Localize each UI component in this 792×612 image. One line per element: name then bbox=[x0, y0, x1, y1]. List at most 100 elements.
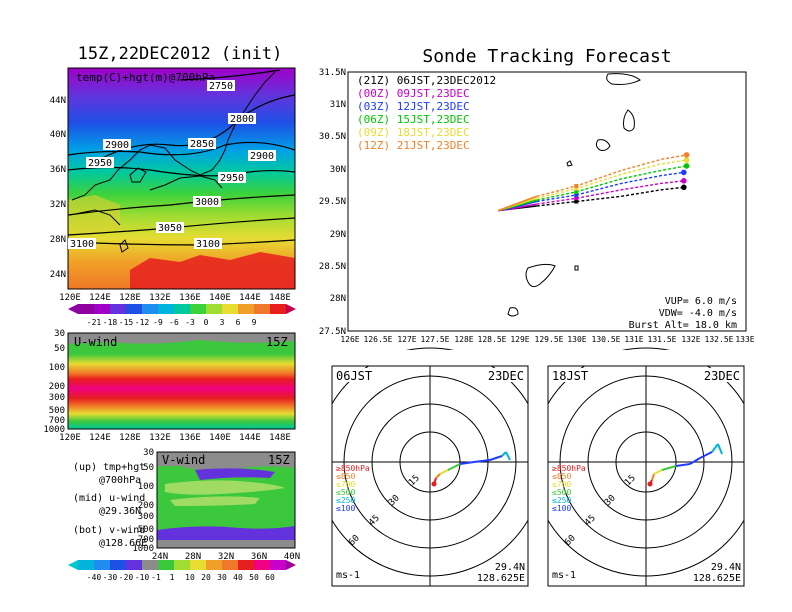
lon-tick: 124E bbox=[89, 433, 111, 443]
hodo-level: ≤850 bbox=[552, 472, 571, 481]
hodograph-segment bbox=[675, 463, 691, 467]
cbar-tick: 9 bbox=[252, 318, 257, 327]
hodograph-segment bbox=[447, 463, 461, 471]
lat-tick: 40N bbox=[50, 130, 66, 140]
hodograph-segment bbox=[689, 457, 701, 465]
hodo-left-unit: ms-1 bbox=[336, 570, 360, 581]
hodograph-segment bbox=[473, 459, 491, 463]
lon-tick: 130E bbox=[567, 335, 586, 344]
hodo-level: ≤700 bbox=[552, 480, 571, 489]
hodograph-segment bbox=[651, 473, 655, 481]
note-mid-1: (mid) u-wind bbox=[73, 493, 145, 504]
lon-tick: 126E bbox=[340, 335, 359, 344]
track-legend-entry: (09Z) 18JST,23DEC bbox=[357, 126, 470, 139]
landing-point bbox=[683, 152, 690, 158]
landing-point bbox=[683, 157, 690, 163]
track-panel bbox=[347, 71, 747, 332]
hodo-level: ≤850 bbox=[336, 472, 355, 481]
lat-tick: 40N bbox=[284, 552, 300, 562]
hodo-left-text: 06JST 23DEC 15 30 45 60 ≥850hPa ≤850 ≤70… bbox=[334, 368, 526, 584]
burst-point bbox=[574, 196, 579, 201]
map-lat-ticks: 44N 40N 36N 32N 28N 24N bbox=[50, 96, 66, 280]
v-wind-label: V-wind bbox=[162, 453, 205, 467]
lon-tick: 144E bbox=[239, 293, 261, 303]
wind-colorbar bbox=[68, 560, 296, 570]
track-legend-entry: (06Z) 15JST,23DEC bbox=[357, 113, 470, 126]
hodo-right-lon: 128.625E bbox=[693, 573, 741, 584]
wind-colorbar-ticks: -40 -30 -20 -10 -1 1 10 20 30 40 50 60 bbox=[87, 573, 275, 582]
cbar-tick: 50 bbox=[249, 573, 259, 582]
burst-point bbox=[574, 199, 579, 204]
track-line-ascent bbox=[497, 195, 537, 212]
lon-tick: 129.5E bbox=[535, 335, 564, 344]
hodograph-segment bbox=[459, 461, 475, 465]
lon-tick: 128E bbox=[119, 293, 141, 303]
lon-tick: 131.5E bbox=[648, 335, 677, 344]
contour-label: 3000 bbox=[195, 197, 219, 208]
hodograph-segment bbox=[505, 451, 511, 461]
cbar-tick: -6 bbox=[169, 318, 179, 327]
lat-tick: 28N bbox=[330, 294, 346, 304]
hodo-right-lat: 29.4N bbox=[711, 562, 741, 573]
hodograph-start bbox=[431, 481, 437, 487]
p-tick: 500 bbox=[138, 525, 154, 535]
p-tick: 700 bbox=[138, 535, 154, 545]
cbar-tick: 10 bbox=[185, 573, 195, 582]
track-line-descent bbox=[536, 165, 687, 201]
cbar-tick: 20 bbox=[201, 573, 211, 582]
hodograph-start bbox=[647, 481, 653, 487]
lat-tick: 30N bbox=[330, 165, 346, 175]
cbar-tick: 40 bbox=[233, 573, 243, 582]
hodo-right-date: 23DEC bbox=[704, 369, 740, 383]
lat-tick: 32N bbox=[218, 552, 234, 562]
cbar-tick: 1 bbox=[170, 573, 175, 582]
track-lon-ticks: 126E 126.5E 127E 127.5E 128E 128.5E 129E… bbox=[340, 335, 754, 344]
hodo-right-time: 18JST bbox=[552, 369, 588, 383]
hodo-left-lon: 128.625E bbox=[477, 573, 525, 584]
contour-labels: 2750 2800 2850 2900 2900 2950 2950 3000 … bbox=[68, 80, 276, 250]
p-tick: 300 bbox=[49, 393, 65, 403]
hodo-level: ≤700 bbox=[336, 480, 355, 489]
lat-tick: 36N bbox=[50, 165, 66, 175]
u-wind-p-ticks: 30 50 100 200 300 500 700 1000 bbox=[43, 329, 65, 435]
burst-point bbox=[574, 193, 579, 197]
p-tick: 700 bbox=[49, 416, 65, 426]
track-legend-entry: (12Z) 21JST,23DEC bbox=[357, 139, 470, 152]
contour-label: 2950 bbox=[88, 158, 112, 169]
hodo-level: ≤250 bbox=[552, 496, 571, 505]
hodo-level: ≤500 bbox=[336, 488, 355, 497]
hodo-level: ≤100 bbox=[552, 504, 571, 513]
track-params: VUP= 6.0 m/s VDW= -4.0 m/s Burst Alt= 18… bbox=[629, 296, 737, 331]
contour-label: 3050 bbox=[158, 223, 182, 234]
contour-label: 2750 bbox=[209, 81, 233, 92]
hodograph-left bbox=[315, 347, 545, 587]
p-tick: 100 bbox=[49, 363, 65, 373]
main-title: Sonde Tracking Forecast bbox=[422, 46, 671, 67]
note-bot-2: @128.66E bbox=[99, 538, 147, 549]
cbar-tick: -3 bbox=[185, 318, 195, 327]
hodo-level: ≤250 bbox=[336, 496, 355, 505]
temperature-colorbar-ticks: -21 -18 -15 -12 -9 -6 -3 0 3 6 9 bbox=[87, 318, 257, 327]
lat-tick: 27.5N bbox=[319, 327, 346, 337]
lon-tick: 133E bbox=[735, 335, 754, 344]
lon-tick: 148E bbox=[269, 293, 291, 303]
lat-tick: 44N bbox=[50, 96, 66, 106]
note-up-1: (up) tmp+hgt bbox=[73, 462, 145, 473]
burst-point bbox=[574, 184, 579, 188]
lon-tick: 132E bbox=[681, 335, 700, 344]
cbar-tick: -40 bbox=[87, 573, 102, 582]
p-tick: 50 bbox=[54, 344, 65, 354]
hodo-level: ≥850hPa bbox=[552, 464, 586, 473]
lon-tick: 128E bbox=[119, 433, 141, 443]
cbar-tick: -12 bbox=[135, 318, 150, 327]
hodograph-segment bbox=[661, 465, 677, 471]
p-tick: 1000 bbox=[132, 544, 154, 554]
hodograph-segment bbox=[711, 443, 719, 453]
lon-tick: 126.5E bbox=[364, 335, 393, 344]
lat-tick: 31.5N bbox=[319, 68, 346, 78]
hodograph-segment bbox=[699, 451, 713, 459]
lon-tick: 136E bbox=[179, 433, 201, 443]
hodograph-segment bbox=[439, 469, 449, 475]
cbar-tick: 3 bbox=[220, 318, 225, 327]
contour-label: 2950 bbox=[220, 173, 244, 184]
